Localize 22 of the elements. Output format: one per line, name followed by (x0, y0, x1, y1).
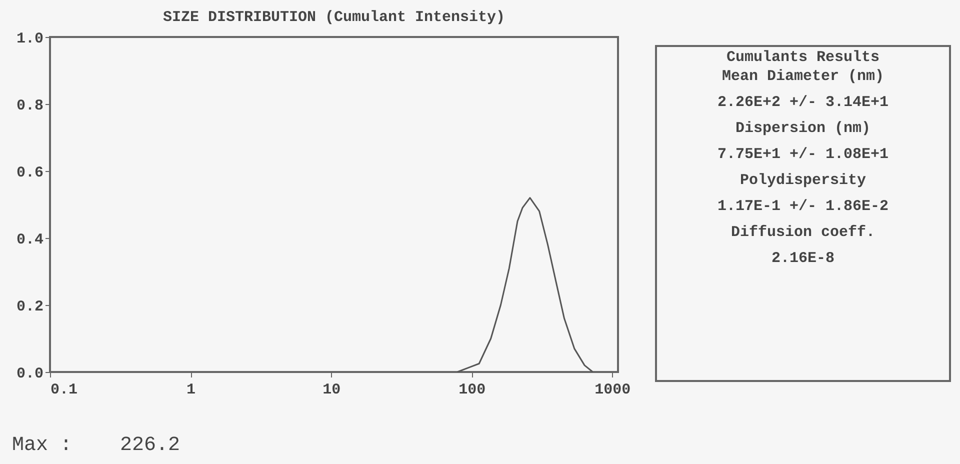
x-tick-label: 10 (322, 382, 341, 398)
text: Cumulants Results (725, 49, 881, 66)
x-tick-label: 0.1 (50, 382, 78, 398)
text: 7.75E+1 +/- 1.08E+1 (716, 146, 890, 163)
y-tick-label: 0.4 (16, 232, 44, 248)
text: Diffusion coeff. (730, 224, 876, 241)
text: 2.26E+2 +/- 3.14E+1 (716, 94, 890, 111)
text: 1.17E-1 +/- 1.86E-2 (716, 198, 890, 215)
y-tick-label: 0.8 (16, 98, 44, 114)
text: Mean Diameter (nm) (720, 68, 886, 85)
x-tick-label: 1000 (594, 382, 631, 398)
x-tick-label: 1 (186, 382, 196, 398)
text: Max : 226.2 (12, 434, 180, 457)
text: Polydispersity (738, 172, 868, 189)
x-tick-label: 100 (458, 382, 486, 398)
y-tick-label: 0.2 (16, 298, 44, 316)
text: 2.16E-8 (770, 250, 836, 267)
chart-title: SIZE DISTRIBUTION (Cumulant Intensity) (162, 9, 506, 26)
y-tick-label: 0.6 (16, 164, 44, 182)
text: Dispersion (nm) (734, 120, 872, 137)
y-tick-label: 1.0 (16, 30, 44, 48)
y-tick-label: 0.0 (16, 366, 44, 382)
